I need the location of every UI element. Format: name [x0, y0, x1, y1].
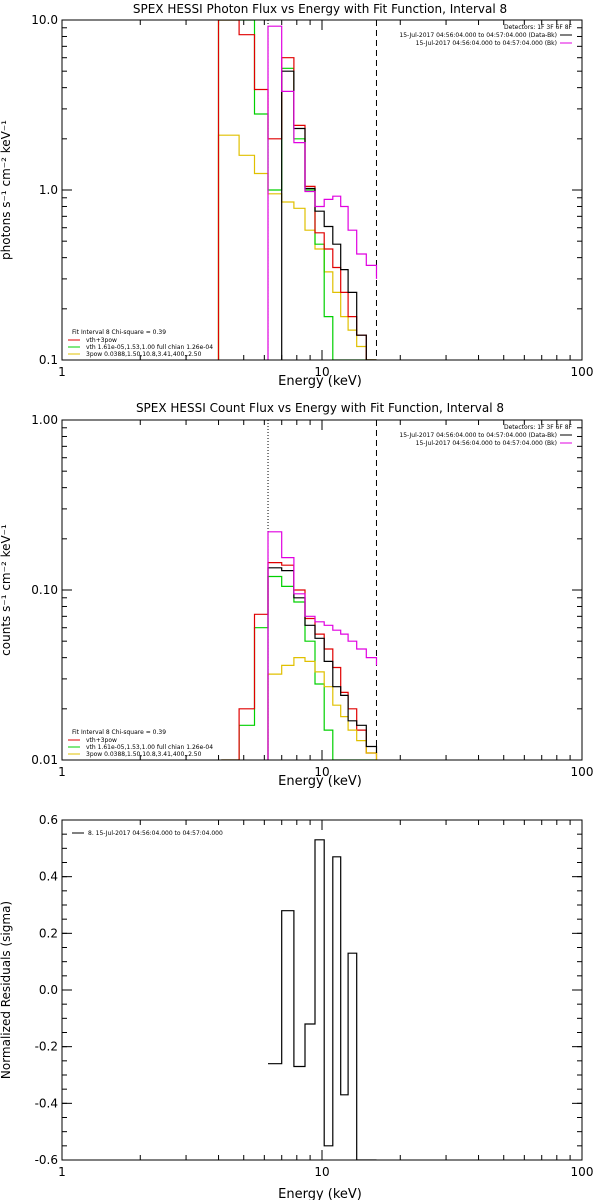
x-tick-label: 100: [571, 1165, 594, 1179]
x-tick-label: 10: [314, 1165, 329, 1179]
y-axis-label: Normalized Residuals (sigma): [0, 901, 13, 1079]
legend-fit-interval: Fit Interval 8 Chi-square = 0.39: [72, 329, 166, 336]
y-axis-label: photons s⁻¹ cm⁻² keV⁻¹: [0, 120, 13, 260]
photon-flux-panel: SPEX HESSI Photon Flux vs Energy with Fi…: [0, 2, 593, 389]
y-tick-label: -0.2: [35, 1040, 58, 1054]
x-axis-label: Energy (keV): [278, 374, 362, 389]
series-data: [281, 70, 377, 360]
y-tick-label: 1.0: [39, 183, 58, 197]
series-data: [268, 839, 377, 1160]
plot-area: 1 10 100 0.01 0.10 1.00: [31, 413, 593, 779]
y-tick-label: -0.6: [35, 1153, 58, 1167]
legend-detectors: Detectors: 1F 3F 6F 8F: [504, 24, 573, 31]
legend-data-bk: 15-Jul-2017 04:56:04.000 to 04:57:04.000…: [399, 32, 557, 39]
count-flux-panel: SPEX HESSI Count Flux vs Energy with Fit…: [0, 401, 593, 789]
legend-3pow: 3pow 0.0388,1.50,10.8,3.41,400.,2.50: [86, 751, 202, 758]
legend-3pow: 3pow 0.0388,1.50,10.8,3.41,400.,2.50: [86, 351, 202, 358]
legend-bk: 15-Jul-2017 04:56:04.000 to 04:57:04.000…: [416, 40, 557, 47]
y-tick-label: 10.0: [31, 13, 58, 27]
plot-frame: [61, 819, 583, 1161]
plot-area: 1 10 100 -0.6 -0.4 -0.2 0.0 0.2 0.4 0.6: [35, 813, 594, 1179]
plot-frame: [61, 419, 583, 761]
y-tick-label: 0.6: [39, 813, 58, 827]
x-tick-label: 100: [571, 765, 594, 779]
panel-title: SPEX HESSI Count Flux vs Energy with Fit…: [136, 401, 504, 415]
legend-vth: vth 1.61e-05,1.53,1.00 full chian 1.26e-…: [86, 344, 213, 351]
series-3pow: [267, 657, 378, 760]
legend-total: vth+3pow: [86, 737, 117, 744]
series-vth: [217, 20, 377, 360]
y-tick-label: 0.0: [39, 983, 58, 997]
legend-total: vth+3pow: [86, 337, 117, 344]
legend-residual: 8. 15-Jul-2017 04:56:04.000 to 04:57:04.…: [88, 830, 223, 837]
legend-vth: vth 1.61e-05,1.53,1.00 full chian 1.26e-…: [86, 744, 213, 751]
legend-data-bk: 15-Jul-2017 04:56:04.000 to 04:57:04.000…: [399, 432, 557, 439]
x-tick-label: 1: [58, 1165, 66, 1179]
series-bk: [267, 25, 378, 360]
y-tick-label: 0.2: [39, 926, 58, 940]
y-tick-label: -0.4: [35, 1096, 58, 1110]
x-tick-label: 1: [58, 365, 66, 379]
series-vth: [221, 575, 377, 760]
x-axis-label: Energy (keV): [278, 774, 362, 789]
legend-detectors: Detectors: 1F 3F 6F 8F: [504, 424, 573, 431]
series-data: [267, 567, 378, 760]
legend-bk: 15-Jul-2017 04:56:04.000 to 04:57:04.000…: [416, 440, 557, 447]
series-bk: [267, 531, 378, 760]
plot-frame: [61, 19, 583, 361]
x-tick-label: 10: [314, 365, 329, 379]
plot-area: 1 10 100 0.1 1.0 10.0: [31, 13, 593, 379]
x-tick-label: 1: [58, 765, 66, 779]
x-axis-label: Energy (keV): [278, 1187, 362, 1200]
y-tick-label: 0.10: [31, 583, 58, 597]
legend-fit-interval: Fit Interval 8 Chi-square = 0.39: [72, 729, 166, 736]
y-tick-label: 1.00: [31, 413, 58, 427]
y-tick-label: 0.4: [39, 870, 58, 884]
series-total: [217, 20, 377, 360]
x-tick-label: 10: [314, 765, 329, 779]
y-tick-label: 0.1: [39, 353, 58, 367]
x-tick-label: 100: [571, 365, 594, 379]
y-axis-label: counts s⁻¹ cm⁻² keV⁻¹: [0, 524, 13, 656]
series-3pow: [217, 134, 377, 360]
panel-title: SPEX HESSI Photon Flux vs Energy with Fi…: [133, 2, 507, 16]
y-tick-label: 0.01: [31, 753, 58, 767]
residuals-panel: Energy (keV) Normalized Residuals (sigma…: [0, 813, 593, 1200]
